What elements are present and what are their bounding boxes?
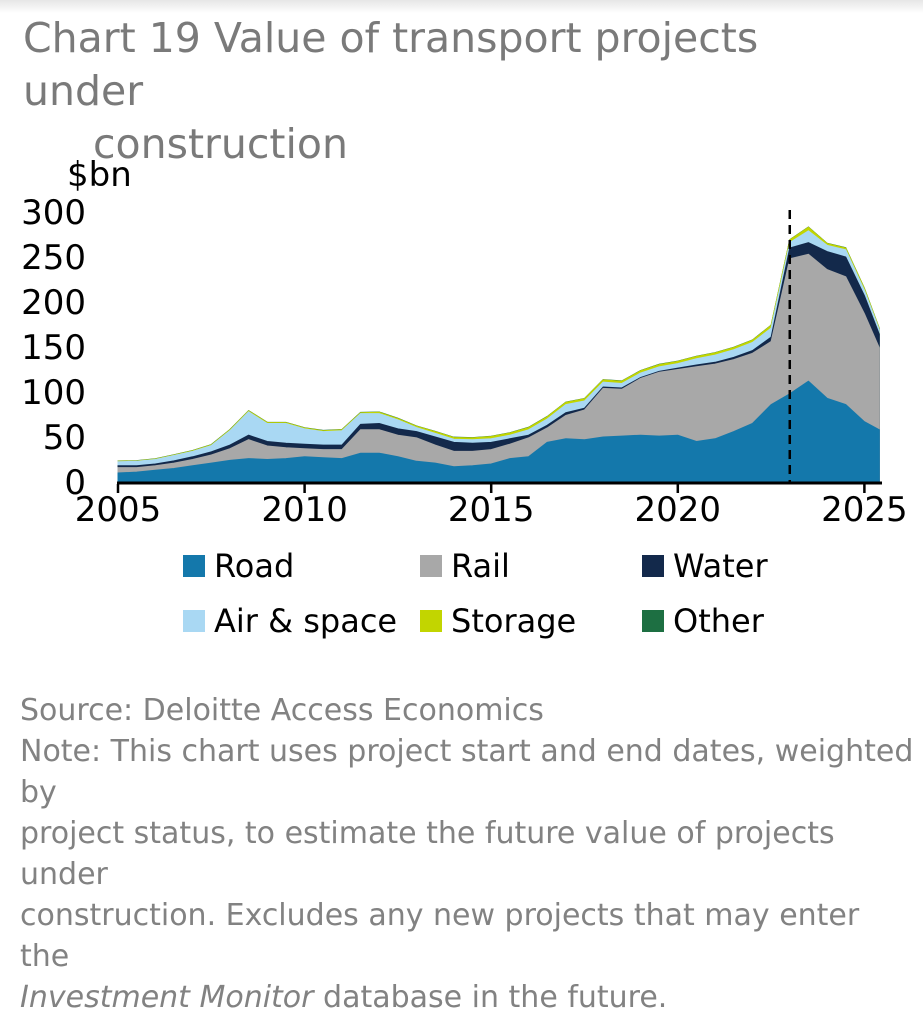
y-tick-label: 300 xyxy=(21,193,86,233)
legend-label-rail: Rail xyxy=(451,547,510,585)
y-tick-label: 200 xyxy=(21,283,86,323)
legend-item-water: Water xyxy=(642,547,768,585)
x-tick-label: 2020 xyxy=(635,490,722,530)
legend-label-other: Other xyxy=(673,602,764,640)
legend-label-road: Road xyxy=(214,547,295,585)
y-tick-label: 50 xyxy=(43,418,86,458)
legend-item-storage: Storage xyxy=(420,602,642,640)
note-line-2: project status, to estimate the future v… xyxy=(20,816,835,892)
y-axis-unit-label: $bn xyxy=(67,155,132,195)
note-line-4: Investment Monitor database in the futur… xyxy=(20,977,915,1018)
top-edge-gradient xyxy=(0,0,923,13)
x-tick-label: 2005 xyxy=(75,490,162,530)
chart-title: Chart 19 Value of transport projects und… xyxy=(23,12,863,171)
y-tick-label: 150 xyxy=(21,328,86,368)
legend-swatch-storage xyxy=(420,610,442,632)
x-tick-label: 2010 xyxy=(261,490,348,530)
note-line-4-rest: database in the future. xyxy=(313,980,668,1015)
note-line-3: construction. Excludes any new projects … xyxy=(20,898,860,974)
legend-item-rail: Rail xyxy=(420,547,642,585)
note-italic-database-name: Investment Monitor xyxy=(20,980,314,1015)
legend-label-air-space: Air & space xyxy=(214,602,398,640)
legend-item-air-space: Air & space xyxy=(183,602,420,640)
x-tick-label: 2025 xyxy=(821,490,908,530)
chart-svg: 2005 2010 2015 2020 2025 0 50 100 150 200 250 300$b… xyxy=(21,155,908,530)
legend-swatch-rail xyxy=(420,555,442,577)
legend-label-water: Water xyxy=(673,547,768,585)
y-tick-label: 0 xyxy=(64,463,86,503)
chart-title-line1: Chart 19 Value of transport projects und… xyxy=(23,14,759,115)
footer: Source: Deloitte Access Economics Note: … xyxy=(20,690,915,1018)
legend-item-road: Road xyxy=(183,547,420,585)
legend-item-other: Other xyxy=(642,602,768,640)
note-line-1: Note: This chart uses project start and … xyxy=(20,734,914,810)
y-tick-label: 250 xyxy=(21,238,86,278)
x-tick-label: 2015 xyxy=(448,490,535,530)
chart-legend: Road Rail Water Air & space Storage Other xyxy=(183,547,768,640)
legend-swatch-other xyxy=(642,610,664,632)
source-line: Source: Deloitte Access Economics xyxy=(20,693,544,728)
legend-swatch-road xyxy=(183,555,205,577)
legend-label-storage: Storage xyxy=(451,602,577,640)
chart-title-line2: construction xyxy=(93,120,348,168)
legend-swatch-air-space xyxy=(183,610,205,632)
legend-swatch-water xyxy=(642,555,664,577)
area-rail xyxy=(117,253,880,483)
y-tick-label: 100 xyxy=(21,373,86,413)
area-road xyxy=(117,380,880,483)
